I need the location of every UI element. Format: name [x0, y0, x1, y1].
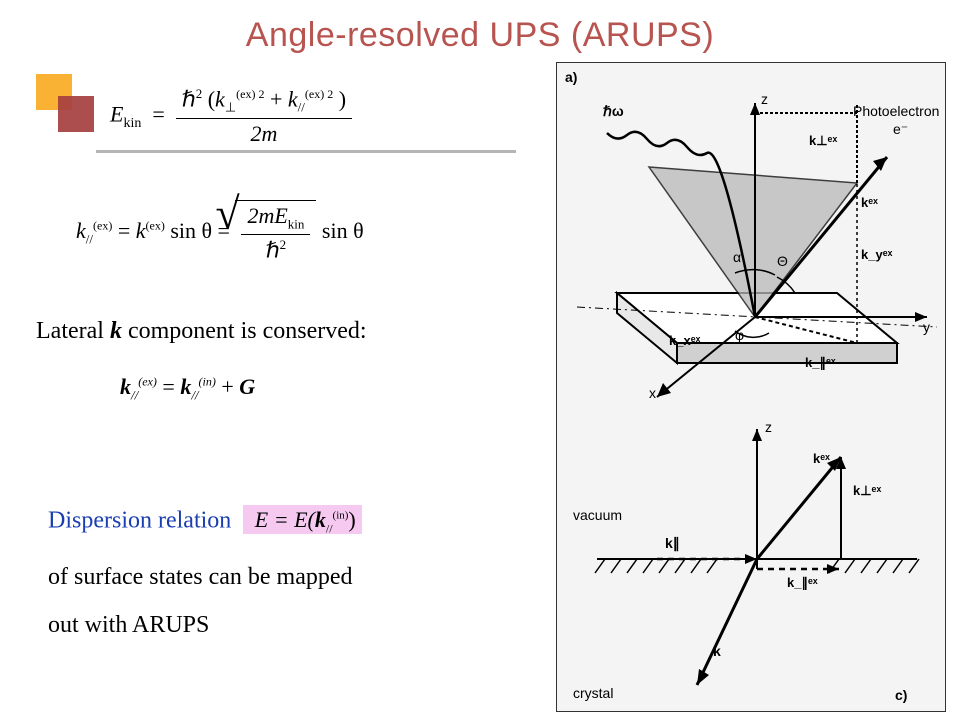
kpar-sin2: sin θ: [322, 218, 364, 243]
ekin-hbar: ℏ: [182, 86, 196, 111]
fa-kex: kᵉˣ: [861, 195, 878, 210]
fa-alpha: α: [733, 249, 741, 265]
ekin-sub: kin: [123, 116, 141, 131]
figure-c-svg: [557, 409, 945, 709]
con-G: G: [239, 374, 255, 399]
fc-kperp: k⊥ᵉˣ: [853, 483, 881, 499]
kpar-k: k: [76, 218, 86, 243]
disp-k-sub: //: [326, 522, 333, 536]
con-eq: =: [162, 374, 180, 399]
ekin-E: E: [110, 101, 123, 126]
disp-line2: of surface states can be mapped: [48, 564, 353, 590]
ekin-close: ): [339, 86, 346, 111]
ekin-k2: k: [288, 86, 298, 111]
fa-kx: k_xᵉˣ: [669, 333, 700, 348]
con-k2-sup: (in): [199, 375, 216, 389]
kpar-k2: k: [136, 218, 146, 243]
fc-panel: c): [895, 687, 907, 703]
con-k1: k: [120, 374, 131, 399]
ekin-den: 2m: [176, 118, 352, 147]
disp-line1: Dispersion relation: [48, 507, 231, 533]
text-lateral: Lateral k component is conserved:: [36, 318, 367, 345]
fa-em: e⁻: [893, 121, 908, 138]
disp-k-sup: (in): [333, 510, 349, 522]
kpar-eq1: =: [118, 218, 136, 243]
fa-x: x: [649, 385, 656, 401]
con-k2-sub: //: [191, 387, 198, 402]
lateral-k: k: [110, 318, 122, 344]
fc-k: k: [713, 643, 721, 659]
deco-red: [58, 96, 94, 132]
ekin-k2-sup: (ex) 2: [305, 87, 333, 101]
disp-line3: out with ARUPS: [48, 612, 209, 638]
fa-theta: Θ: [777, 253, 788, 269]
disp-k: k: [315, 507, 326, 532]
con-k2: k: [180, 374, 191, 399]
fa-ky: k_yᵉˣ: [861, 247, 892, 262]
ekin-k2-sub: //: [298, 100, 305, 115]
fa-panel: a): [565, 69, 577, 85]
fc-kpar: k∥: [665, 535, 680, 552]
ekin-open: (: [208, 86, 215, 111]
ekin-hbar-sup: 2: [196, 86, 203, 101]
fc-z: z: [765, 419, 772, 435]
sqrt-num-sub: kin: [288, 216, 305, 231]
fa-hw: ℏω: [603, 103, 624, 120]
disp-close: ): [348, 507, 355, 532]
fa-y: y: [923, 319, 930, 335]
con-k1-sub: //: [131, 387, 138, 402]
fc-kparex: k_∥ᵉˣ: [787, 575, 818, 591]
text-dispersion: Dispersion relation E = E(k//(in)) of su…: [48, 492, 362, 649]
eq-conserve: k//(ex) = k//(in) + G: [120, 374, 255, 403]
con-k1-sup: (ex): [138, 375, 157, 389]
eq-kpar: k//(ex) = k(ex) sin θ = √ 2mEkin ℏ2 sin …: [76, 200, 364, 266]
ekin-k1-sub: ⊥: [225, 100, 236, 115]
sqrt-num: 2mE: [247, 203, 287, 228]
fc-vac: vacuum: [573, 507, 622, 523]
lateral-rest: component is conserved:: [122, 318, 367, 344]
eq-dispersion: E = E(k//(in)): [243, 505, 361, 534]
fa-kpar: k_∥ᵉˣ: [805, 355, 836, 371]
fc-kex: kᵉˣ: [813, 451, 830, 466]
kpar-sup: (ex): [93, 219, 112, 233]
ekin-k1-sup: (ex) 2: [236, 87, 264, 101]
sqrt-icon: √: [215, 188, 239, 239]
fa-kperp: k⊥ᵉˣ: [809, 133, 837, 149]
kpar-k2-sup: (ex): [146, 219, 165, 233]
figure-arups: a) ℏω z y x Photoelectron e⁻ k⊥ᵉˣ kᵉˣ k_…: [556, 62, 946, 712]
deco-bar: [96, 150, 516, 153]
ekin-k1: k: [215, 86, 225, 111]
disp-E: E = E(: [255, 507, 315, 532]
ekin-plus: +: [270, 86, 288, 111]
fa-z: z: [761, 91, 768, 107]
fa-pe: Photoelectron: [853, 103, 939, 119]
eq-ekin: Ekin = ℏ2 (k⊥(ex) 2 + k//(ex) 2 ) 2m: [110, 86, 352, 147]
con-plus: +: [221, 374, 239, 399]
kpar-sub: //: [86, 231, 93, 246]
fa-phi: φ: [735, 327, 744, 343]
sqrt-den: ℏ: [266, 238, 280, 263]
fc-crys: crystal: [573, 685, 613, 701]
page-title: Angle-resolved UPS (ARUPS): [0, 16, 960, 55]
sqrt-den-sup: 2: [280, 237, 287, 252]
lateral-a: Lateral: [36, 318, 110, 344]
